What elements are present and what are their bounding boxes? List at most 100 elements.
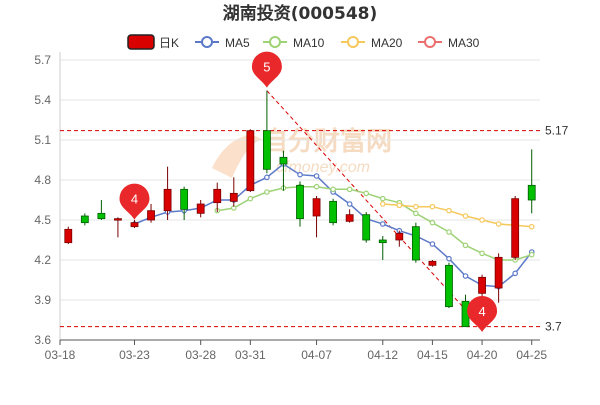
x-tick-label: 03-31 [235,348,266,362]
candle-body [80,215,89,224]
candle-body [395,232,404,241]
legend-label: MA20 [371,36,403,50]
ma10-point [528,251,535,258]
ma5-point [346,201,353,207]
candle-body [147,210,155,221]
ma10-line [217,185,532,261]
legend-dot-swatch [424,36,436,48]
y-tick-label: 4.5 [34,213,51,227]
candle-body [428,260,437,266]
ma10-point [330,186,336,193]
candle-body [64,228,73,244]
marker-pin [467,295,498,332]
watermark-subtext: cfmoney.com [276,159,370,176]
ma20-point [479,217,485,223]
reference-line-label: 5.17 [545,124,569,138]
ma10-point [413,210,419,217]
ma20-point [429,203,436,210]
marker-label: 4 [131,192,138,207]
reference-line-label: 3.7 [545,320,562,334]
ma5-point [297,171,303,178]
x-tick-label: 03-18 [45,348,76,362]
candle-body [114,218,122,221]
ma5-line [134,163,533,288]
marker-label: 4 [478,304,485,319]
ma20-point [446,207,452,214]
candle-body [180,188,189,210]
ma5-point [446,255,452,262]
candle-body [163,188,172,212]
candle-body [97,212,106,220]
ma5-point [264,174,270,181]
ma5-point [512,270,518,277]
candle-body [229,192,238,202]
ma20-line [382,203,532,228]
ma20-point [413,203,419,210]
candle-body [378,239,387,244]
candle-body [246,130,255,192]
legend-kline-swatch [127,34,155,50]
marker-label: 5 [263,60,270,75]
y-axis: 3.6 3.9 4.2 4.5 4.8 5.1 5.4 5.7 [34,52,61,347]
candle-body [213,188,222,204]
ma10-point [462,242,469,249]
ma10-point [247,195,254,202]
y-tick-label: 3.6 [34,333,51,347]
ma10-point [429,219,436,226]
ma20-point [462,213,469,219]
grid [60,59,540,341]
ma10-point [379,195,386,202]
candle-body [296,184,304,220]
ma20-point [495,221,502,227]
candle-body [527,184,536,201]
ma5-point [379,221,386,227]
ma5-point [429,241,436,247]
legend-label: MA5 [225,36,250,50]
legend-label: MA10 [293,36,325,50]
x-tick-label: 04-15 [417,348,448,362]
x-tick-label: 03-23 [119,348,150,362]
x-tick-label: 04-20 [467,348,498,362]
x-tick-label: 04-12 [367,348,398,362]
marker-pin [251,51,282,88]
ma10-point [479,250,485,257]
y-tick-label: 5.4 [34,93,51,107]
ma10-point [446,229,452,235]
ma10-point [346,186,353,193]
candle-body [511,198,520,258]
candle-body [196,203,205,214]
x-tick-label: 04-25 [516,348,547,362]
legend-dot-swatch [347,36,359,48]
chart-title: 湖南投资(000548) [223,3,378,24]
y-tick-label: 4.2 [34,253,51,267]
legend-label: MA30 [448,36,480,50]
ma10-point [363,190,370,197]
candle-body [411,226,420,261]
candle-body [494,256,503,289]
reference-lines: 5.17 3.7 [60,124,569,334]
x-tick-label: 03-28 [185,348,216,362]
legend-dot-swatch [201,36,213,48]
legend: 日K MA5 MA10 MA20 MA30 [127,34,480,50]
y-tick-label: 4.8 [34,173,51,187]
candle-body [312,198,321,217]
candlestick-series [64,90,536,328]
candle-body [345,214,354,222]
y-tick-label: 5.7 [34,53,51,67]
marker-pin [119,183,150,220]
candle-body [130,222,139,228]
x-axis: 03-18 03-23 03-28 03-31 04-07 04-12 04-15 04-20… [45,339,547,362]
ma20-point [396,202,403,209]
ma10-point [264,189,270,195]
markers: 4 5 4 [119,51,498,332]
candle-body [262,130,271,170]
ma5-point [462,273,469,279]
watermark-logo [212,135,262,178]
x-tick-label: 04-07 [301,348,332,362]
ma20-point [528,223,535,230]
legend-dot-swatch [269,36,281,48]
candle-body [478,276,486,294]
legend-label: 日K [159,36,179,50]
candle-body [279,156,288,165]
